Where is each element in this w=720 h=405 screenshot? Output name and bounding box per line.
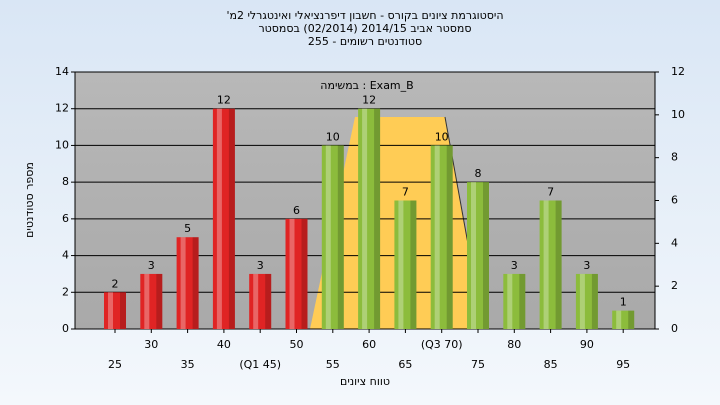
bar-shade [555,200,562,329]
value-label: 5 [184,222,191,235]
value-label: 10 [435,130,449,143]
y-tick-label: 14 [55,65,69,78]
value-label: 7 [402,186,409,199]
x-tick-label: 35 [181,358,195,371]
value-label: 12 [217,94,231,107]
bar-shade [265,273,272,329]
value-label: 6 [293,204,300,217]
x-tick-label: (Q3 70) [421,338,463,351]
bar-shine [471,182,476,329]
y-tick-label: 0 [62,322,69,335]
x-tick-label: 90 [580,338,594,351]
bar-shade [519,273,526,329]
y-tick-label: 8 [62,175,69,188]
bar-shade [410,200,417,329]
bar-shine [180,237,186,329]
bar-shade [337,145,344,329]
bar-shine [543,200,549,329]
bar-shade [301,218,308,329]
bar-shade [374,108,381,329]
value-label: 3 [148,259,155,272]
x-tick-label: 95 [616,358,630,371]
y2-tick-label: 6 [671,194,678,207]
bar-shade [156,273,163,329]
x-tick-label: 80 [507,338,521,351]
bar-shine [289,218,295,329]
bar [539,200,562,329]
bar-shade [591,273,598,329]
value-label: 7 [547,186,554,199]
bar-shine [144,273,150,329]
bar [285,218,308,329]
bar-shine [616,310,622,329]
bar [358,108,381,329]
x-tick-label: 85 [544,358,558,371]
value-label: 12 [362,94,376,107]
bar-shade [120,292,126,329]
bar-shine [398,200,404,329]
bar-shade [228,108,235,329]
bar [612,310,635,329]
y2-tick-label: 2 [671,279,678,292]
y-tick-label: 4 [62,249,69,262]
bar [394,200,417,329]
value-label: 2 [112,277,119,290]
distribution-edge [444,116,471,256]
value-label: 8 [475,167,482,180]
y-tick-label: 2 [62,285,69,298]
y2-tick-label: 10 [671,108,685,121]
bar [176,237,199,329]
value-label: 3 [257,259,264,272]
x-tick-label: 60 [362,338,376,351]
y-tick-label: 12 [55,102,69,115]
value-label: 3 [583,259,590,272]
y2-tick-label: 12 [671,65,685,78]
bar [467,182,489,329]
annotation: Exam_B : במשימה [320,79,413,92]
bar [503,273,526,329]
bar-shine [216,108,222,329]
bar [104,292,126,329]
bar-shine [108,292,113,329]
y-tick-label: 6 [62,212,69,225]
bar-shade [192,237,199,329]
y2-tick-label: 4 [671,236,678,249]
bar [575,273,598,329]
bar-shine [325,145,331,329]
bar-shine [362,108,368,329]
x-tick-label: (Q1 45) [239,358,281,371]
bar-shade [628,310,635,329]
x-axis-title: טווח ציונים [340,375,390,388]
bar [140,273,163,329]
bar-shine [434,145,440,329]
bar-shine [253,273,259,329]
bar-shine [579,273,585,329]
bar [430,145,453,329]
bar-shine [507,273,513,329]
value-label: 1 [620,296,627,309]
bar [212,108,235,329]
y-axis-title: מספר סטודנטים [23,162,36,238]
y-tick-label: 10 [55,138,69,151]
bar [321,145,344,329]
bar-shade [446,145,453,329]
value-label: 3 [511,259,518,272]
x-tick-label: 50 [290,338,304,351]
x-tick-label: 40 [217,338,231,351]
y2-tick-label: 8 [671,151,678,164]
x-tick-label: 75 [471,358,485,371]
chart-subtitle: סמסטר אביב 2014/15 (02/2014) בסמסטר [258,22,471,35]
y2-tick-label: 0 [671,322,678,335]
value-label: 10 [326,130,340,143]
x-tick-label: 65 [398,358,412,371]
bar-shade [483,182,489,329]
chart-title: היסטוגרמת ציונים בקורס - חשבון דיפרנציאל… [226,9,503,22]
chart-subtitle: סטודנטים רשומים - 255 [308,35,422,48]
x-tick-label: 55 [326,358,340,371]
x-tick-label: 25 [108,358,122,371]
x-tick-label: 30 [144,338,158,351]
distribution-area [310,117,470,329]
bar [249,273,272,329]
